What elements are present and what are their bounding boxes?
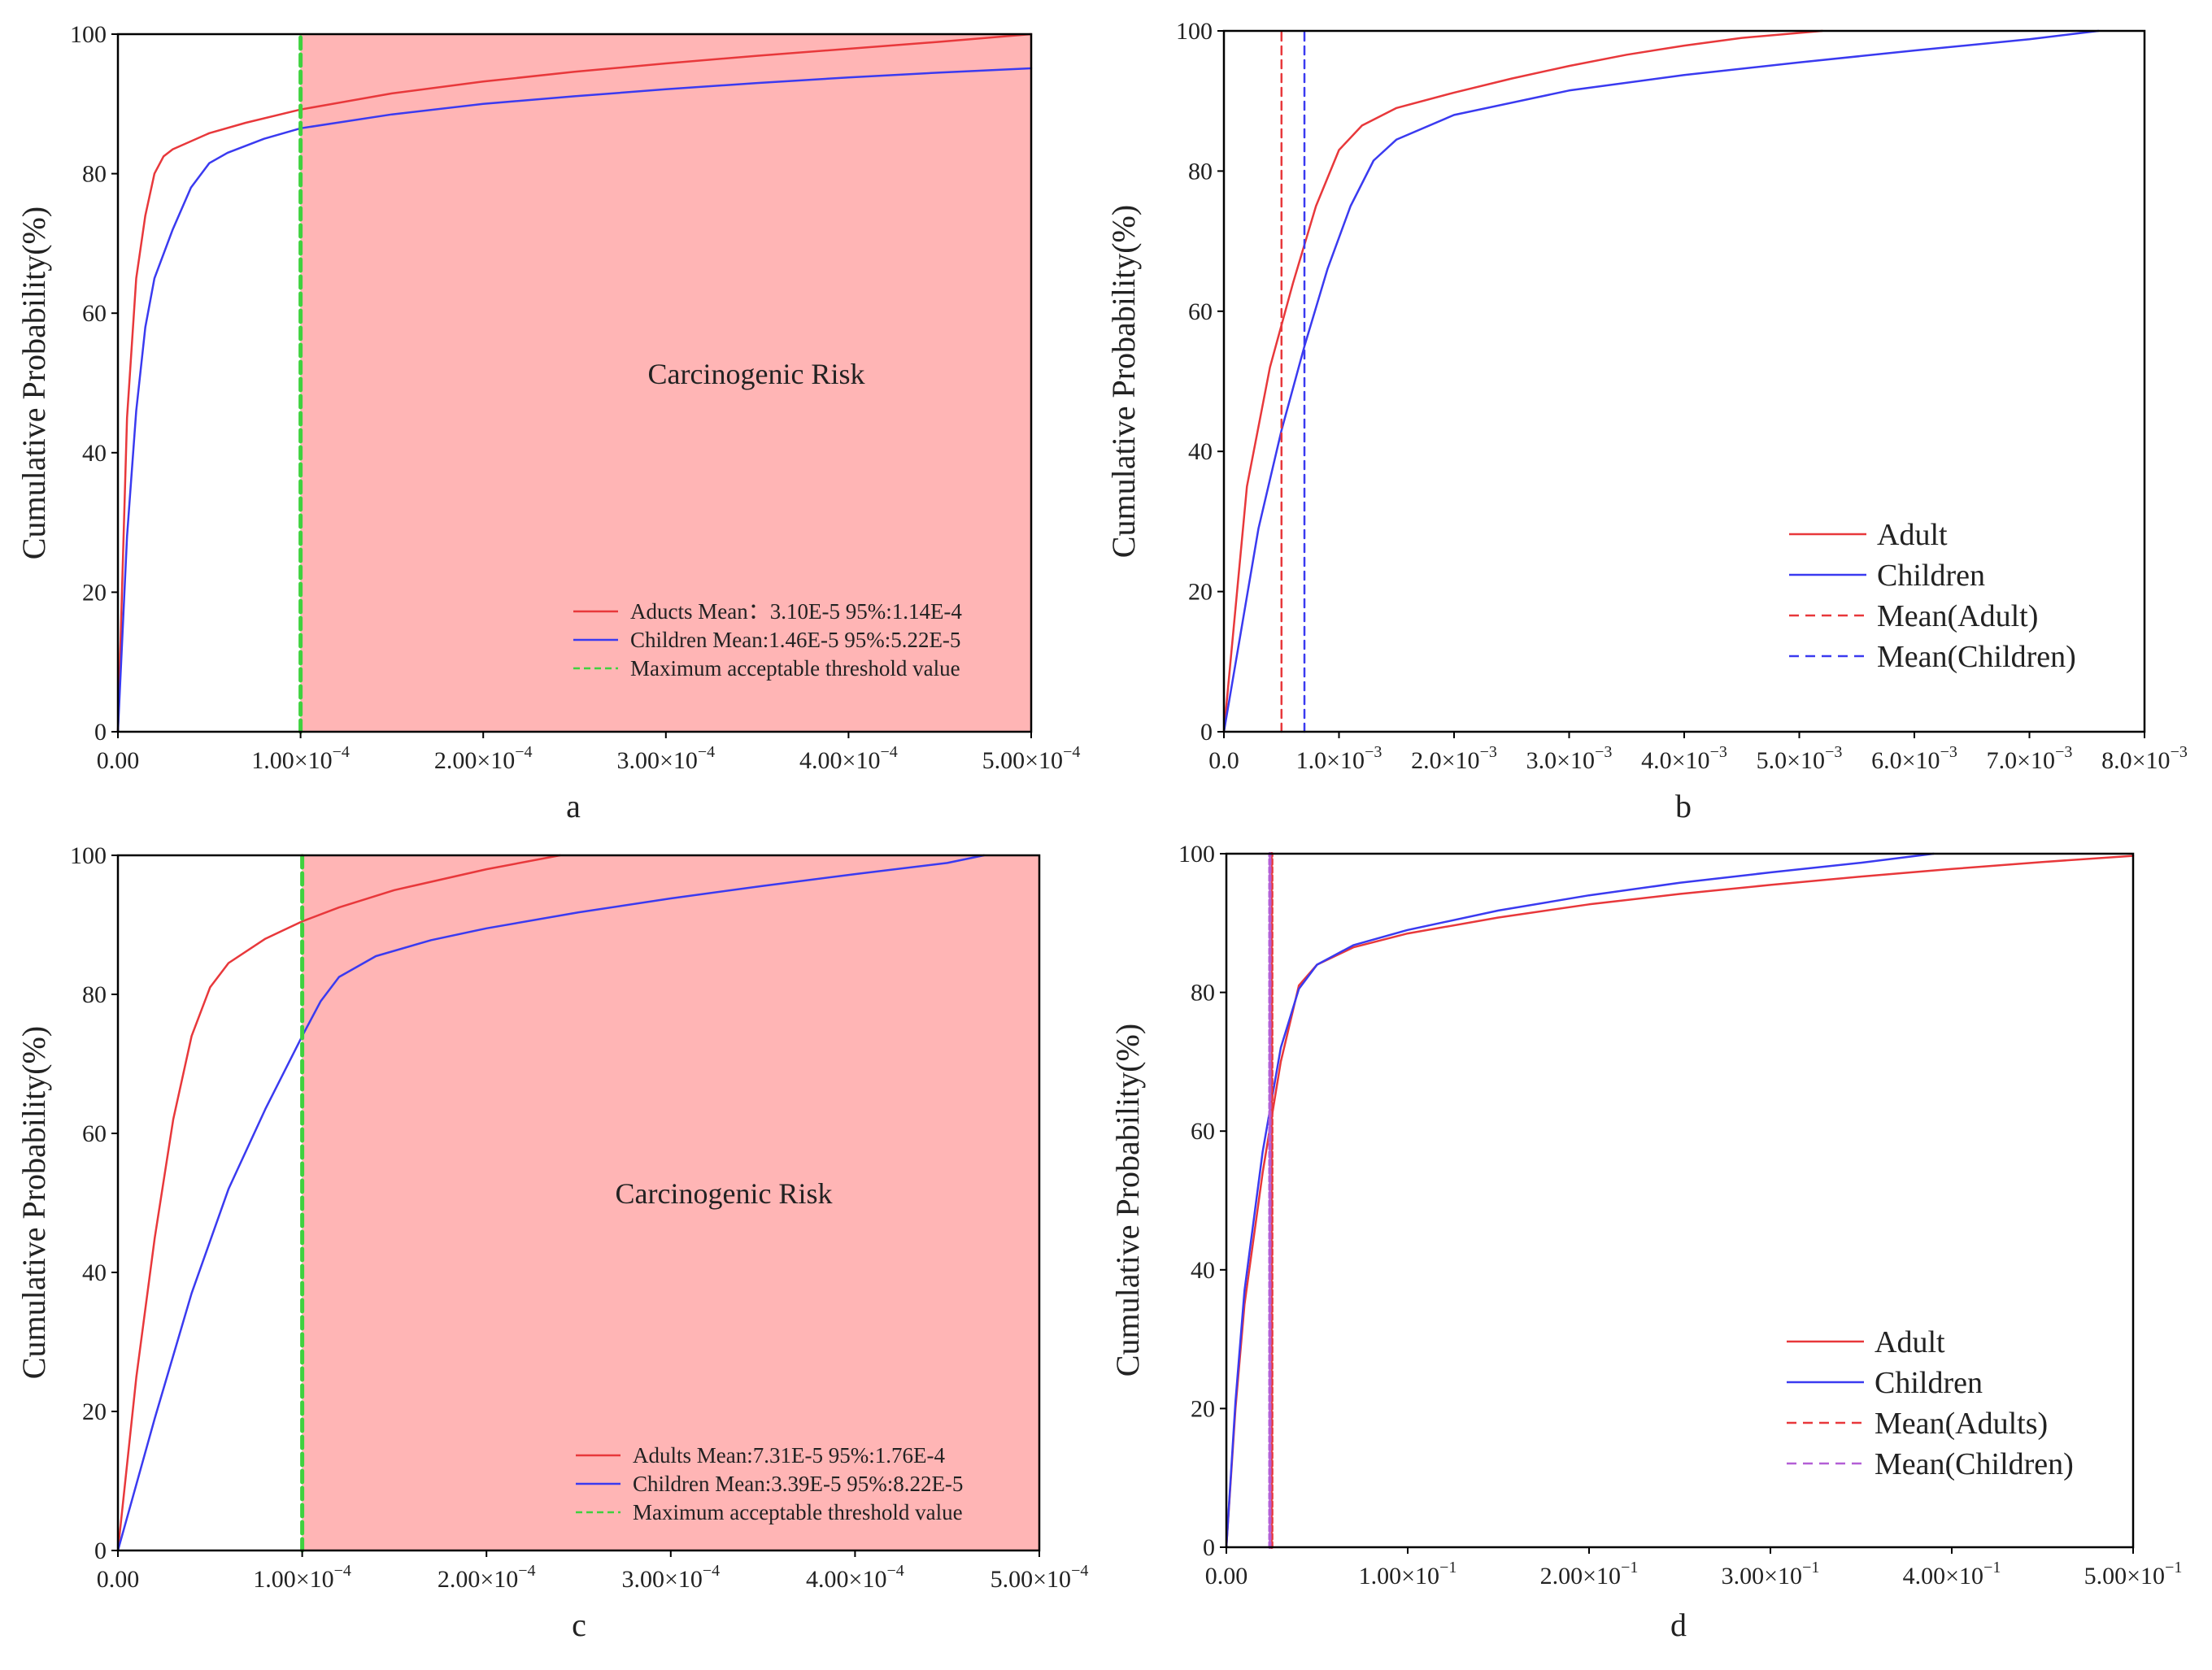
x-tick-label: 1.00×10−4	[251, 743, 350, 774]
axes-frame	[116, 33, 1033, 733]
y-tick-label: 40	[82, 440, 107, 467]
y-tick-label: 60	[82, 300, 107, 327]
x-tick-label: 5.0×10−3	[1757, 743, 1843, 774]
x-tick-label: 7.0×10−3	[1987, 743, 2073, 774]
y-tick-label: 40	[82, 1259, 107, 1286]
y-tick-label: 0	[94, 1537, 107, 1564]
series-line-children	[116, 67, 1033, 733]
legend-label: Aducts Mean：3.10E-5 95%:1.14E-4	[630, 599, 962, 624]
legend-label: Children	[1877, 559, 1985, 593]
y-tick-label: 60	[1188, 298, 1213, 325]
panel-label: c	[572, 1607, 586, 1643]
risk-region-label: Carcinogenic Risk	[648, 358, 865, 390]
x-tick-label: 4.0×10−3	[1641, 743, 1727, 774]
x-tick-label: 2.00×10−1	[1540, 1559, 1639, 1590]
y-tick-label: 80	[1191, 980, 1215, 1007]
legend-label: Maximum acceptable threshold value	[630, 656, 960, 681]
y-tick-label: 20	[82, 1398, 107, 1425]
panel-label: b	[1675, 788, 1692, 824]
x-tick-label: 0.00	[97, 747, 140, 774]
y-tick-label: 20	[1188, 579, 1213, 606]
risk-region-label: Carcinogenic Risk	[616, 1177, 833, 1210]
legend-label: Mean(Children)	[1877, 640, 2076, 674]
x-tick-label: 2.00×10−4	[438, 1562, 536, 1593]
y-axis-label: Cumulative Probability(%)	[15, 1026, 52, 1379]
series-line-children	[116, 854, 986, 1552]
legend-label: Mean(Children)	[1875, 1447, 2074, 1481]
y-tick-label: 60	[82, 1120, 107, 1147]
y-axis-label: Cumulative Probability(%)	[15, 207, 52, 559]
x-tick-label: 6.0×10−3	[1871, 743, 1957, 774]
legend-label: Adult	[1875, 1325, 1945, 1359]
legend-label: Children	[1875, 1366, 1983, 1400]
x-tick-label: 2.0×10−3	[1411, 743, 1497, 774]
y-tick-label: 80	[1188, 158, 1213, 185]
panel-label: d	[1670, 1607, 1687, 1643]
y-tick-label: 100	[1176, 18, 1213, 45]
axes-frame	[1225, 852, 2135, 1549]
x-tick-label: 4.00×10−4	[799, 743, 898, 774]
x-tick-label: 1.00×10−4	[253, 1562, 351, 1593]
y-tick-label: 100	[1178, 841, 1215, 868]
y-tick-label: 0	[1203, 1534, 1215, 1561]
y-tick-label: 0	[1200, 719, 1213, 746]
series-line-adult	[1225, 855, 2135, 1549]
legend-label: Children Mean:1.46E-5 95%:5.22E-5	[630, 628, 960, 652]
x-tick-label: 3.00×10−1	[1722, 1559, 1820, 1590]
y-tick-label: 40	[1188, 438, 1213, 465]
y-tick-label: 60	[1191, 1118, 1215, 1145]
y-tick-label: 40	[1191, 1257, 1215, 1284]
y-tick-label: 20	[1191, 1395, 1215, 1422]
legend-label: Children Mean:3.39E-5 95%:8.22E-5	[633, 1472, 963, 1496]
x-tick-label: 3.00×10−4	[616, 743, 715, 774]
series-line-children	[1225, 852, 1935, 1549]
x-tick-label: 2.00×10−4	[434, 743, 533, 774]
y-axis-label: Cumulative Probability(%)	[1105, 205, 1142, 558]
panel-label: a	[566, 788, 581, 824]
axes-frame	[116, 854, 1041, 1552]
x-tick-label: 8.0×10−3	[2101, 743, 2188, 774]
x-tick-label: 1.0×10−3	[1296, 743, 1382, 774]
chart-panel-b: 0 20 40 60 80 100 0.0 1.0×10−3 2.0×10−3 3.0×10−3 4…	[1105, 18, 2188, 824]
x-tick-label: 3.0×10−3	[1526, 743, 1613, 774]
y-axis-label: Cumulative Probability(%)	[1109, 1024, 1146, 1376]
x-tick-label: 0.00	[1205, 1563, 1248, 1590]
x-tick-label: 3.00×10−4	[621, 1562, 720, 1593]
series-line-adult	[1222, 29, 1824, 733]
legend-label: Mean(Adults)	[1875, 1407, 2048, 1441]
x-tick-label: 5.00×10−1	[2084, 1559, 2183, 1590]
y-tick-label: 80	[82, 981, 107, 1008]
risk-region	[300, 34, 1032, 732]
legend-label: Maximum acceptable threshold value	[633, 1500, 963, 1524]
legend-label: Adult	[1877, 518, 1948, 552]
x-tick-label: 1.00×10−1	[1359, 1559, 1457, 1590]
x-tick-label: 0.0	[1208, 747, 1239, 774]
series-line-adult	[116, 854, 562, 1552]
legend-label: Adults Mean:7.31E-5 95%:1.76E-4	[633, 1443, 945, 1468]
chart-panel-c: 0 20 40 60 80 100 0.00 1.00×10−4 2.00×10−4 3.00×1…	[15, 842, 1088, 1643]
y-tick-label: 0	[94, 719, 107, 746]
y-tick-label: 100	[70, 842, 107, 869]
y-tick-label: 80	[82, 161, 107, 188]
legend-label: Mean(Adult)	[1877, 599, 2038, 633]
chart-panel-d: 0 20 40 60 80 100 0.00 1.00×10−1 2.00×10−1 3.00×1…	[1109, 841, 2182, 1643]
x-tick-label: 0.00	[97, 1566, 140, 1593]
risk-region	[302, 855, 1040, 1550]
x-tick-label: 4.00×10−4	[806, 1562, 904, 1593]
y-tick-label: 20	[82, 579, 107, 606]
x-tick-label: 4.00×10−1	[1903, 1559, 2001, 1590]
x-tick-label: 5.00×10−4	[991, 1562, 1089, 1593]
series-line-children	[1222, 29, 2100, 733]
chart-panel-a: 0 20 40 60 80 100 0.00 1.00×10−4 2.00×10−4 3.00×1…	[15, 21, 1080, 824]
x-tick-label: 5.00×10−4	[982, 743, 1081, 774]
series-line-adult	[116, 33, 1033, 733]
y-tick-label: 100	[70, 21, 107, 48]
